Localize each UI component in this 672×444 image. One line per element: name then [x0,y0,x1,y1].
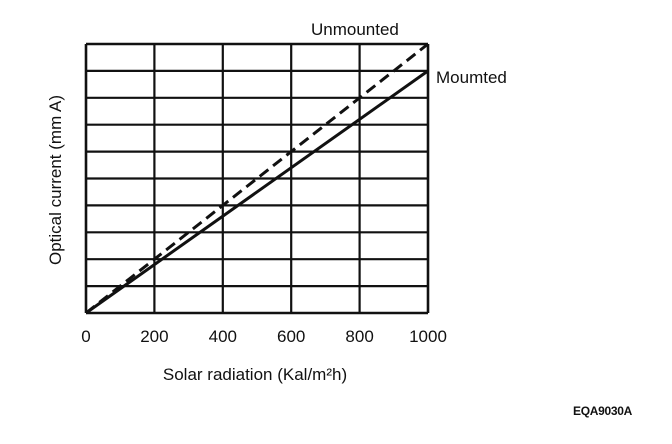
x-tick-label: 1000 [409,327,447,346]
series-label-unmounted: Unmounted [311,20,399,39]
y-axis-label: Optical current (mm A) [46,95,65,265]
x-tick-label: 600 [277,327,305,346]
x-tick-label: 200 [140,327,168,346]
x-tick-labels: 0 200 400 600 800 1000 [81,327,447,346]
series-line-mounted [85,69,429,315]
grid [84,42,430,315]
x-axis-label: Solar radiation (Kal/m²h) [163,365,347,384]
x-tick-label: 800 [345,327,373,346]
x-tick-label: 0 [81,327,90,346]
series-line-unmounted [85,42,429,315]
figure-code: EQA9030A [573,404,632,418]
series-label-mounted: Moumted [436,68,507,87]
series-lines [85,42,429,315]
x-tick-label: 400 [209,327,237,346]
